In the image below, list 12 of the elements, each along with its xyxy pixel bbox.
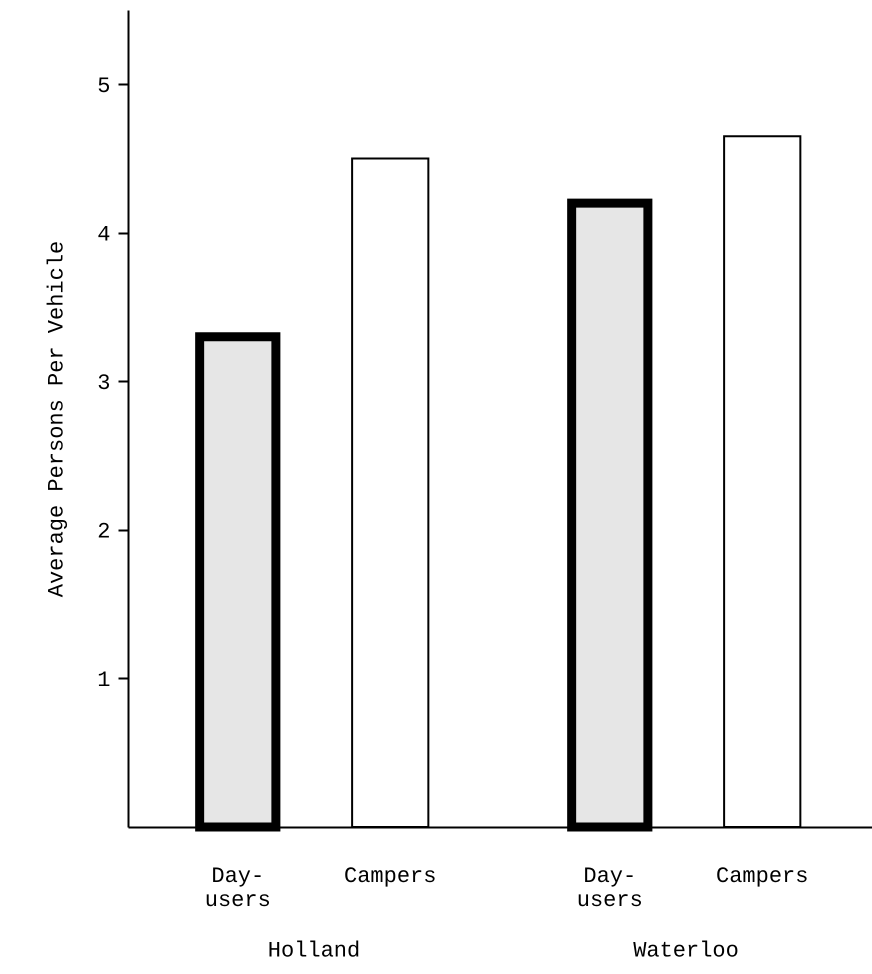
y-tick-label: 1 <box>97 668 110 693</box>
text: Day-users <box>576 864 643 913</box>
text: Campers <box>716 864 808 889</box>
y-tick-label: 5 <box>97 74 110 99</box>
y-axis-title: Average Persons Per Vehicle <box>44 240 70 598</box>
y-tick-label: 2 <box>97 519 110 544</box>
x-tick-label: Waterloo <box>633 938 739 964</box>
x-tick-label: Holland <box>268 938 360 964</box>
series-label: Campers <box>344 864 436 889</box>
series-label: Day-users <box>204 864 271 913</box>
y-tick-label: 4 <box>97 222 110 248</box>
y-tick-label: 3 <box>97 370 110 396</box>
